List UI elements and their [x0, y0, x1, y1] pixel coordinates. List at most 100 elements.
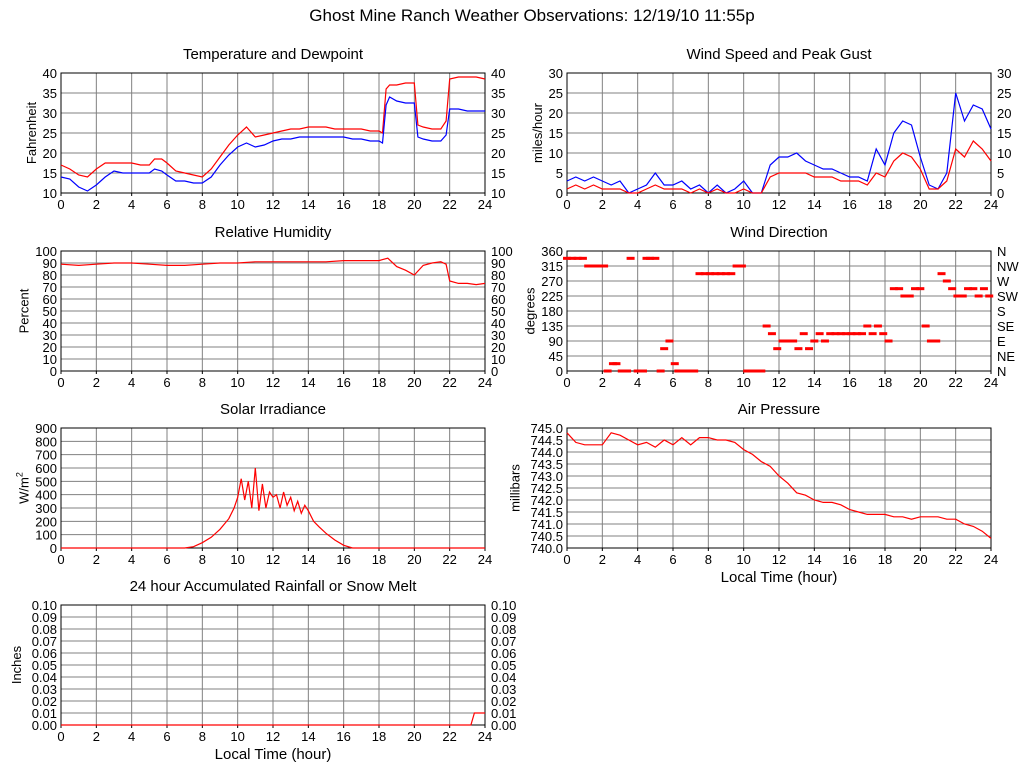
data-point	[743, 369, 752, 373]
y-tick-label: 0	[50, 541, 57, 556]
x-tick-label: 0	[57, 197, 64, 212]
x-tick-label: 2	[599, 197, 606, 212]
y-right-tick-label: 10	[997, 146, 1011, 161]
data-point	[979, 287, 988, 291]
data-point	[926, 339, 935, 343]
x-tick-label: 0	[563, 197, 570, 212]
y-tick-label: 20	[43, 146, 57, 161]
y-tick-label: 400	[35, 488, 57, 503]
y-tick-label: 500	[35, 474, 57, 489]
y-tick-label: 0	[556, 364, 563, 379]
data-point	[974, 294, 983, 298]
data-point	[656, 369, 665, 373]
x-tick-label: 16	[842, 375, 856, 390]
y-tick-label: 700	[35, 448, 57, 463]
data-point	[873, 324, 882, 328]
y-tick-label: 180	[541, 304, 563, 319]
data-point	[716, 272, 725, 276]
y-right-tick-label: 20	[997, 106, 1011, 121]
y-right-tick-label: 5	[997, 166, 1004, 181]
data-point	[921, 324, 930, 328]
x-tick-label: 8	[199, 552, 206, 567]
series-line	[60, 257, 486, 286]
y-right-tick-label: 50	[491, 304, 505, 319]
chart-title: 24 hour Accumulated Rainfall or Snow Mel…	[130, 578, 418, 595]
data-point	[589, 264, 598, 268]
y-tick-label: 0.02	[32, 694, 57, 709]
data-point	[674, 369, 683, 373]
y-tick-label: 35	[43, 86, 57, 101]
data-point	[670, 362, 679, 366]
x-tick-label: 8	[705, 197, 712, 212]
y-tick-label: 740.5	[530, 529, 563, 544]
data-point	[711, 272, 720, 276]
x-tick-label: 8	[199, 197, 206, 212]
y-tick-label: 0.08	[32, 622, 57, 637]
data-point	[684, 369, 693, 373]
x-tick-label: 20	[913, 197, 927, 212]
data-point	[626, 256, 635, 260]
x-tick-label: 22	[442, 729, 456, 744]
y-axis-label: degrees	[523, 287, 538, 334]
data-point	[826, 332, 835, 336]
x-tick-label: 22	[442, 375, 456, 390]
x-tick-label: 10	[230, 375, 244, 390]
y-tick-label: 745.0	[530, 421, 563, 436]
x-tick-label: 18	[878, 375, 892, 390]
data-point	[722, 272, 730, 276]
y-axis-label-sup: 2	[15, 472, 25, 477]
x-tick-label: 22	[442, 197, 456, 212]
x-tick-label: 2	[93, 552, 100, 567]
data-point	[868, 332, 877, 336]
y-right-tick-label: N	[997, 364, 1006, 379]
data-point	[831, 332, 840, 336]
y-right-tick-label: 30	[997, 66, 1011, 81]
series-line	[60, 76, 486, 178]
y-right-tick-label: 25	[997, 86, 1011, 101]
series-line	[566, 432, 992, 539]
x-tick-label: 4	[128, 197, 135, 212]
x-tick-label: 24	[984, 375, 998, 390]
data-point	[911, 287, 920, 291]
y-tick-label: 200	[35, 514, 57, 529]
x-tick-label: 18	[372, 729, 386, 744]
y-right-tick-label: SW	[997, 289, 1019, 304]
data-point	[633, 369, 642, 373]
x-tick-label: 24	[984, 552, 998, 567]
y-right-tick-label: 10	[491, 186, 505, 201]
x-tick-label: 0	[57, 729, 64, 744]
x-tick-label: 10	[736, 197, 750, 212]
chart-title: Temperature and Dewpoint	[183, 46, 364, 63]
y-tick-label: 40	[43, 66, 57, 81]
y-tick-label: 600	[35, 461, 57, 476]
data-point	[612, 362, 621, 366]
y-tick-label: 90	[549, 334, 563, 349]
y-tick-label: 15	[43, 166, 57, 181]
y-tick-label: 80	[43, 268, 57, 283]
data-point	[762, 324, 771, 328]
y-right-tick-label: 15	[997, 126, 1011, 141]
chart-title: Relative Humidity	[215, 224, 332, 241]
y-right-tick-label: 0.10	[491, 598, 516, 613]
y-right-tick-label: 0.05	[491, 658, 516, 673]
x-tick-label: 14	[807, 375, 821, 390]
y-tick-label: 0	[50, 364, 57, 379]
data-point	[942, 279, 951, 283]
x-tick-label: 22	[442, 552, 456, 567]
data-point	[660, 347, 669, 351]
x-tick-label: 18	[878, 552, 892, 567]
y-right-tick-label: 0	[491, 364, 498, 379]
x-tick-label: 4	[128, 729, 135, 744]
y-axis-label: W/m2	[15, 472, 32, 504]
data-point	[750, 369, 759, 373]
x-tick-label: 2	[93, 375, 100, 390]
y-right-tick-label: NE	[997, 349, 1015, 364]
data-point	[773, 347, 782, 351]
y-right-tick-label: 70	[491, 280, 505, 295]
page-title: Ghost Mine Ranch Weather Observations: 1…	[309, 6, 755, 25]
x-tick-label: 24	[478, 729, 492, 744]
y-tick-label: 741.5	[530, 505, 563, 520]
series-line	[61, 712, 485, 726]
